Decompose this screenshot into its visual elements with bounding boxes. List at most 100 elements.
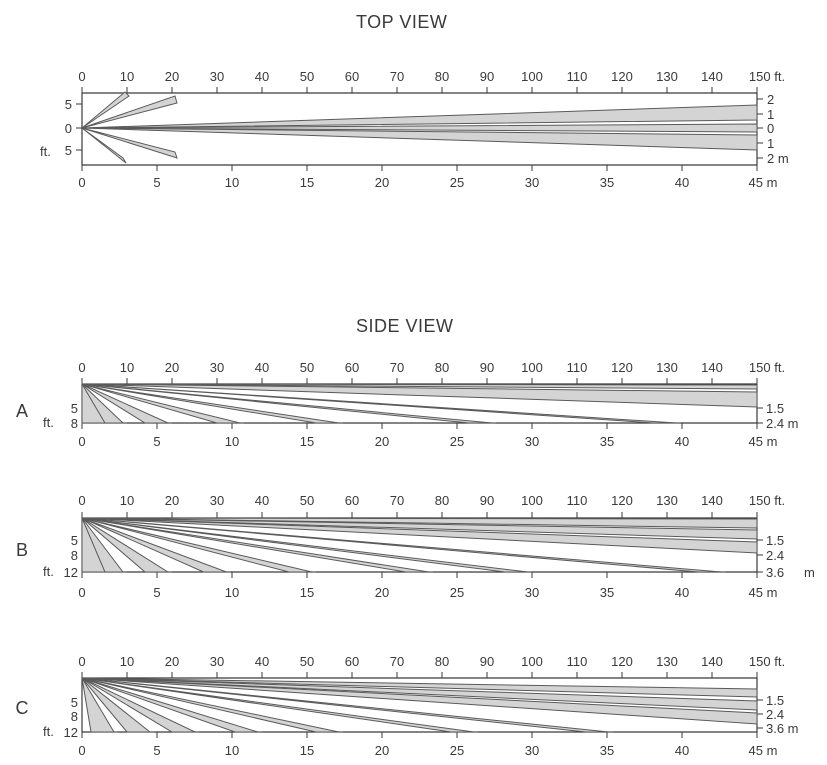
ft-tick-label: 20: [165, 69, 179, 84]
left-height-label: 8: [71, 416, 78, 431]
m-tick-label: 45 m: [749, 585, 778, 600]
detection-zone: [81, 383, 758, 408]
ft-tick-label: 40: [255, 69, 269, 84]
m-tick-label: 25: [450, 175, 464, 190]
detection-zone: [81, 677, 758, 711]
detection-zone: [81, 127, 178, 159]
m-tick-label: 10: [225, 434, 239, 449]
m-tick-label: 45 m: [749, 743, 778, 758]
detection-zone: [81, 677, 262, 733]
right-scale-label: 1: [767, 136, 774, 151]
panel-letter: C: [16, 698, 29, 718]
detection-zone: [81, 383, 172, 424]
detection-zone: [81, 382, 109, 424]
ft-tick-label: 10: [120, 69, 134, 84]
detection-zone: [81, 104, 758, 129]
m-tick-label: 5: [153, 434, 160, 449]
detection-zone: [81, 123, 758, 133]
m-tick-label: 15: [300, 585, 314, 600]
m-tick-label: 35: [600, 434, 614, 449]
side-view-panels: 0 10 20 30 40 50 60 70 80 90 100 110 120 130 140 150 ft…: [16, 360, 815, 758]
ft-tick-label: 0: [78, 69, 85, 84]
detection-zone: [81, 383, 244, 424]
ft-tick-label: 20: [165, 360, 179, 375]
detection-zone: [81, 677, 613, 733]
detection-zone: [81, 677, 199, 733]
m-tick-label: 0: [78, 175, 85, 190]
side-view-panel-a: 0 10 20 30 40 50 60 70 80 90 100 110 120 130 140 150 ft…: [16, 360, 799, 449]
m-tick-label: 20: [375, 175, 389, 190]
top-view-title: TOP VIEW: [356, 12, 448, 32]
m-tick-label: 40: [675, 434, 689, 449]
ft-tick-label: 120: [611, 654, 633, 669]
detection-zone: [81, 95, 178, 129]
right-scale-label: 2 m: [767, 151, 789, 166]
m-tick-label: 25: [450, 743, 464, 758]
ft-tick-label: 60: [345, 654, 359, 669]
right-height-label: 1.5: [766, 401, 784, 416]
right-height-label: 2.4 m: [766, 416, 799, 431]
m-tick-label: 35: [600, 175, 614, 190]
ft-tick-label: 110: [567, 360, 588, 375]
ft-tick-label: 120: [611, 360, 633, 375]
left-height-label: 12: [64, 565, 78, 580]
right-height-label: 1.5: [766, 533, 784, 548]
m-tick-label: 0: [78, 743, 85, 758]
ft-tick-label: 150 ft.: [749, 69, 785, 84]
m-tick-label: 10: [225, 175, 239, 190]
detection-zone: [81, 91, 130, 129]
detection-zone: [81, 383, 343, 424]
m-tick-label: 20: [375, 743, 389, 758]
ft-tick-label: 0: [78, 493, 85, 508]
ft-tick-label: 30: [210, 69, 224, 84]
left-height-label: 8: [71, 709, 78, 724]
m-tick-label: 15: [300, 434, 314, 449]
ft-tick-label: 40: [255, 654, 269, 669]
left-height-label: 5: [71, 533, 78, 548]
side-view-panel-b: 0 10 20 30 40 50 60 70 80 90 100 110 120 130 140 150 ft…: [16, 493, 815, 600]
right-scale-label: 1: [767, 107, 774, 122]
ft-tick-label: 70: [390, 69, 404, 84]
detection-zone: [81, 127, 758, 151]
left-scale-label: 0: [65, 121, 72, 136]
ft-tick-label: 60: [345, 69, 359, 84]
ft-tick-label: 90: [480, 360, 494, 375]
left-height-label: 5: [71, 695, 78, 710]
panel-letter: A: [16, 401, 28, 421]
right-height-label: 2.4: [766, 707, 784, 722]
m-tick-label: 45 m: [749, 175, 778, 190]
right-height-label: 2.4: [766, 548, 784, 563]
m-tick-label: 10: [225, 585, 239, 600]
detection-zone: [81, 517, 316, 573]
m-tick-label: 5: [153, 743, 160, 758]
ft-tick-label: 10: [120, 360, 134, 375]
detection-zone: [81, 517, 172, 573]
top-view-panel: 0 10 20 30 40 50 60 70 80 90 100 110 120 130 140 150 ft…: [40, 69, 789, 190]
ft-tick-label: 50: [300, 360, 314, 375]
detection-zone: [81, 677, 758, 698]
detection-zone: [81, 677, 478, 733]
ft-tick-label: 70: [390, 654, 404, 669]
detection-zone: [81, 127, 127, 164]
detection-zone: [81, 517, 758, 540]
ft-tick-label: 90: [480, 654, 494, 669]
m-tick-label: 10: [225, 743, 239, 758]
detection-zone: [81, 383, 496, 424]
ft-tick-label: 110: [567, 69, 588, 84]
m-tick-label: 0: [78, 434, 85, 449]
m-tick-label: 20: [375, 434, 389, 449]
ft-tick-label: 10: [120, 493, 134, 508]
m-tick-label: 15: [300, 743, 314, 758]
left-height-label: 5: [71, 401, 78, 416]
m-tick-label: 25: [450, 434, 464, 449]
ft-tick-label: 70: [390, 493, 404, 508]
left-unit-label: ft.: [43, 724, 54, 739]
right-unit-label: m: [804, 565, 815, 580]
ft-tick-label: 140: [701, 69, 723, 84]
m-tick-label: 40: [675, 585, 689, 600]
left-height-label: 12: [64, 725, 78, 740]
ft-tick-label: 140: [701, 493, 723, 508]
ft-tick-label: 100: [521, 69, 543, 84]
right-height-label: 1.5: [766, 693, 784, 708]
